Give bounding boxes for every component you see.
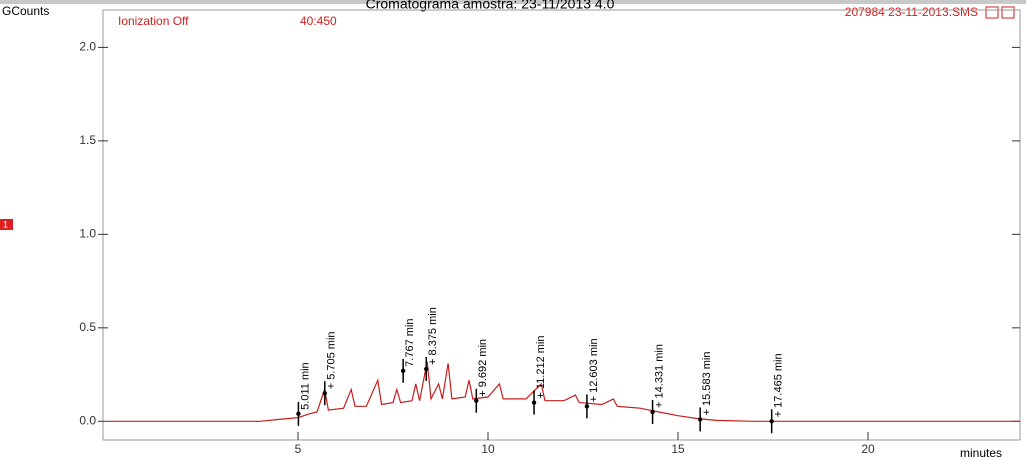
- title-bar: [0, 0, 1026, 4]
- peak-dot: [584, 404, 590, 409]
- close-icon[interactable]: [1001, 6, 1015, 19]
- y-axis-label: GCounts: [2, 4, 49, 18]
- peak-label: + 14.331 min: [653, 344, 665, 408]
- peak-label: + 5.705 min: [326, 331, 338, 389]
- file-name: 207984 23-11-2013.SMS: [845, 5, 978, 19]
- x-axis-label: minutes: [960, 446, 1002, 460]
- y-tick-label: 0.5: [79, 320, 96, 334]
- peak-dot: [322, 391, 327, 396]
- plot-frame: [102, 9, 1021, 441]
- peak-dot: [769, 419, 774, 424]
- peak-label: + 8.375 min: [427, 307, 439, 365]
- peak-dot: [296, 411, 301, 417]
- peak-dot: [650, 409, 655, 415]
- trace-marker: 1: [3, 219, 8, 229]
- y-tick-label: 2.0: [79, 40, 96, 54]
- peak-label: + 11.212 min: [535, 336, 547, 399]
- peak-label: 7.767 min: [404, 319, 416, 367]
- peak-label: 5.011 min: [299, 362, 311, 410]
- peak-dot: [697, 417, 703, 422]
- peak-dot: [400, 368, 406, 374]
- window-icon[interactable]: [985, 6, 999, 19]
- y-tick-label: 1.5: [79, 133, 96, 147]
- peak-dot: [424, 366, 429, 372]
- x-tick-label: 5: [295, 442, 302, 456]
- mass-range: 40:450: [300, 14, 337, 28]
- trace-marker-box: [0, 219, 13, 230]
- chart-title: Cromatograma amostra: 23-11/2013 4.0: [366, 0, 615, 12]
- y-tick-label: 0.0: [79, 413, 96, 427]
- peak-label: + 9.692 min: [477, 339, 489, 397]
- x-tick-label: 15: [671, 442, 685, 456]
- peak-label: + 17.465 min: [773, 353, 785, 417]
- x-tick-label: 20: [861, 442, 875, 456]
- y-tick-label: 1.0: [79, 227, 96, 241]
- peak-dot: [531, 400, 537, 405]
- trace: [108, 361, 1020, 422]
- peak-label: + 12.603 min: [588, 338, 600, 402]
- peak-label: + 15.583 min: [701, 352, 713, 416]
- status: Ionization Off: [118, 14, 189, 28]
- peak-dot: [474, 398, 479, 403]
- x-tick-label: 10: [481, 442, 495, 456]
